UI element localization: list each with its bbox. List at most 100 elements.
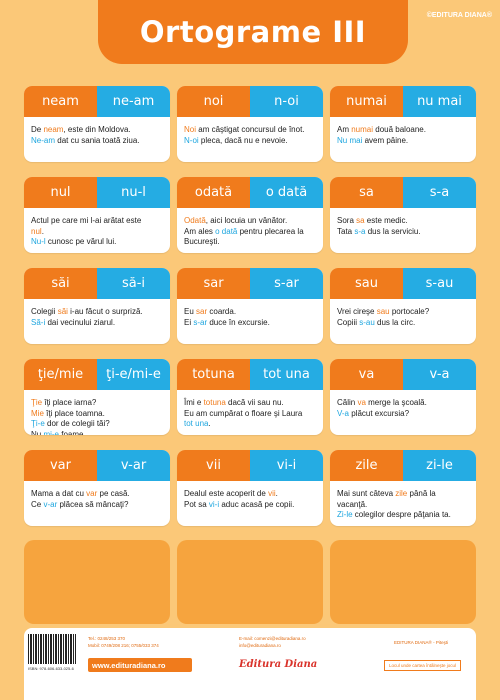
- word-separated: v-a: [403, 359, 476, 390]
- example-text: Mai sunt câteva: [337, 489, 396, 498]
- card-header: odată o dată: [177, 177, 323, 208]
- word-joined: odată: [177, 177, 250, 208]
- ortogram-card: sar s-ar Eu sar coarda. Ei s-ar duce în exc…: [177, 268, 323, 344]
- highlighted-word: var: [86, 489, 98, 498]
- word-joined: numai: [330, 86, 403, 117]
- highlighted-word: sar: [196, 307, 208, 316]
- word-separated: n-oi: [250, 86, 323, 117]
- word-joined: neam: [24, 86, 97, 117]
- highlighted-word: tot una: [184, 419, 209, 428]
- highlighted-word: v-ar: [43, 499, 58, 509]
- highlighted-word: Nu mai: [337, 135, 363, 145]
- card-example: Sora sa este medic. Tata s-a dus la servi…: [330, 208, 476, 237]
- example-line: Zi-le colegilor despre păţania ta.: [337, 510, 469, 521]
- word-joined: săi: [24, 268, 97, 299]
- example-text: pleca, dacă nu e nevoie.: [198, 135, 288, 145]
- example-text: plăcut excursia?: [349, 408, 410, 418]
- url-box[interactable]: www.edituradiana.ro: [88, 658, 192, 672]
- card-example: Actul pe care mi l-ai arătat este nul. Nu-…: [24, 208, 170, 248]
- word-joined: vii: [177, 450, 250, 481]
- footer-tel: Tel.: 0248/253 370: [88, 636, 126, 641]
- word-separated: nu-l: [97, 177, 170, 208]
- highlighted-word: numai: [351, 125, 374, 134]
- example-line: Ţi-e dor de colegii tăi?: [31, 419, 163, 430]
- example-line: Nu mi-e foame.: [31, 430, 163, 436]
- example-text: Ei: [184, 317, 194, 327]
- ortogram-card: vii vi-i Dealul este acoperit de vii. Pot s…: [177, 450, 323, 526]
- example-text: dor de colegii tăi?: [44, 419, 110, 428]
- example-text: aduc acasă pe copii.: [219, 499, 295, 509]
- highlighted-word: vi-i: [208, 499, 220, 509]
- example-text: foame.: [59, 429, 86, 436]
- example-text: Am ales: [184, 226, 216, 236]
- example-text: portocale?: [389, 307, 430, 316]
- word-separated: să-i: [97, 268, 170, 299]
- example-text: dus la circ.: [374, 317, 416, 327]
- example-line: Tata s-a dus la serviciu.: [337, 227, 469, 238]
- example-line: Ne-am dat cu sania toată ziua.: [31, 136, 163, 147]
- highlighted-word: săi: [57, 307, 68, 316]
- footer-mobil: Mobil: 0749/208 216; 0755/033 374: [88, 643, 159, 648]
- example-line: V-a plăcut excursia?: [337, 409, 469, 420]
- highlighted-word: neam: [43, 125, 64, 134]
- highlighted-word: zile: [395, 489, 408, 498]
- example-text: Sora: [337, 216, 357, 225]
- example-line: Mie îţi place toamna.: [31, 409, 163, 420]
- highlighted-word: Nu-l: [31, 237, 46, 246]
- card-example: Vrei cireşe sau portocale? Copiii s-au du…: [330, 299, 476, 328]
- example-text: coarda.: [207, 307, 237, 316]
- highlighted-word: va: [357, 398, 366, 407]
- highlighted-word: s-ar: [193, 317, 208, 327]
- ortogram-card: numai nu mai Am numai două baloane. Nu mai …: [330, 86, 476, 162]
- example-line: Ei s-ar duce în excursie.: [184, 318, 316, 329]
- card-example: Noi am câştigat concursul de înot. N-oi p…: [177, 117, 323, 146]
- highlighted-word: nul: [31, 226, 42, 236]
- ortogram-card: neam ne-am De neam, este din Moldova. Ne-am…: [24, 86, 170, 162]
- example-text: am câştigat concursul de înot.: [196, 125, 305, 134]
- word-joined: sar: [177, 268, 250, 299]
- example-text: , este din Moldova.: [63, 125, 131, 134]
- example-line: Am ales o dată pentru plecarea la: [184, 227, 316, 238]
- publisher-logo: Editura Diana: [239, 659, 318, 670]
- highlighted-word: Zi-le: [337, 510, 353, 519]
- ortogram-card: var v-ar Mama a dat cu var pe casă. Ce v-ar…: [24, 450, 170, 526]
- example-text: avem pâine.: [362, 135, 409, 145]
- example-text: două baloane.: [373, 125, 426, 134]
- example-text: Dealul este acoperit de: [184, 489, 269, 498]
- example-line: Mai sunt câteva zile până la: [337, 489, 469, 500]
- example-line: Sora sa este medic.: [337, 216, 469, 227]
- example-text: Actul pe care mi l-ai arătat este: [31, 216, 142, 225]
- example-text: .: [41, 226, 44, 236]
- example-text: cunosc pe vărul lui.: [45, 237, 117, 246]
- word-separated: zi-le: [403, 450, 476, 481]
- example-text: dat cu sania toată ziua.: [55, 135, 140, 145]
- page-title: Ortograme III: [139, 15, 367, 49]
- example-text: Bucureşti.: [184, 237, 220, 246]
- ortogram-card: noi n-oi Noi am câştigat concursul de înot…: [177, 86, 323, 162]
- example-line: N-oi pleca, dacă nu e nevoie.: [184, 136, 316, 147]
- example-text: Nu: [31, 429, 44, 436]
- example-text: Ce: [31, 499, 44, 509]
- example-line: Ce v-ar plăcea să mâncaţi?: [31, 500, 163, 511]
- word-joined: totuna: [177, 359, 250, 390]
- example-line: Ţie îţi place iarna?: [31, 398, 163, 409]
- card-header: ţie/mie ţi-e/mi-e: [24, 359, 170, 390]
- card-example: Odată, aici locuia un vânător. Am ales o …: [177, 208, 323, 248]
- card-header: săi să-i: [24, 268, 170, 299]
- example-text: Am: [337, 125, 352, 134]
- card-header: neam ne-am: [24, 86, 170, 117]
- card-header: totuna tot una: [177, 359, 323, 390]
- card-example: Mai sunt câteva zile până la vacanţă. Zi-l…: [330, 481, 476, 521]
- website-link[interactable]: www.edituradiana.ro: [92, 660, 166, 670]
- card-header: vii vi-i: [177, 450, 323, 481]
- card-header: sau s-au: [330, 268, 476, 299]
- ortogram-card: sau s-au Vrei cireşe sau portocale? Copiii …: [330, 268, 476, 344]
- card-header: numai nu mai: [330, 86, 476, 117]
- word-separated: s-au: [403, 268, 476, 299]
- highlighted-word: totuna: [203, 398, 226, 407]
- example-text: Colegii: [31, 307, 58, 316]
- example-line: Nu-l cunosc pe vărul lui.: [31, 237, 163, 248]
- highlighted-word: Ţi-e: [31, 419, 45, 428]
- example-text: colegilor despre păţania ta.: [352, 510, 451, 519]
- ortogram-card: odată o dată Odată, aici locuia un vânător…: [177, 177, 323, 253]
